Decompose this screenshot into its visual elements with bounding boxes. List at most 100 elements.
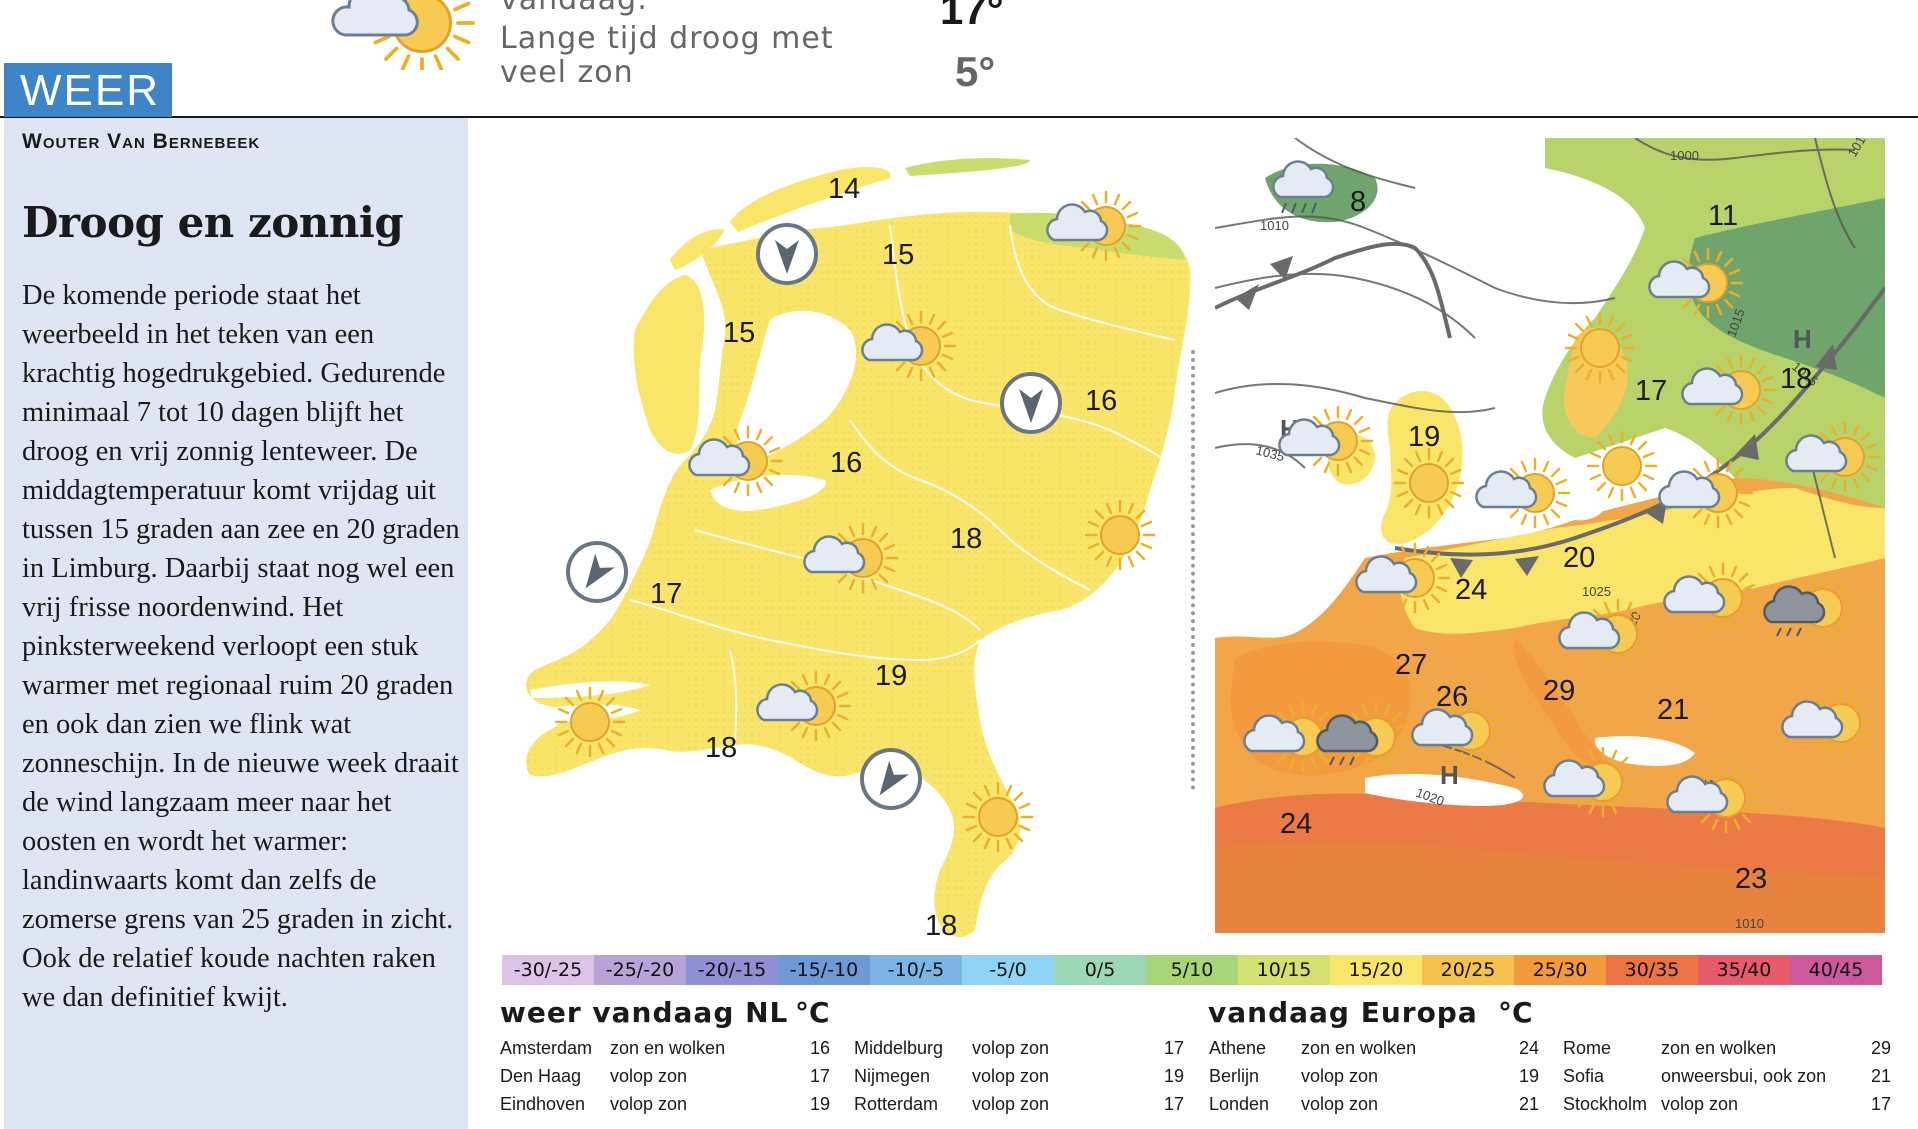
- article-headline: Droog en zonnig: [22, 198, 404, 247]
- header-rule: [0, 116, 1918, 118]
- temp-label: 11: [1708, 200, 1738, 232]
- weather-condition: zon en wolken: [1661, 1038, 1777, 1058]
- city-name: Nijmegen: [854, 1066, 931, 1086]
- isobar-label: 1010: [1735, 916, 1764, 931]
- temp-label: 16: [1085, 385, 1117, 417]
- weather-condition: volop zon: [610, 1066, 688, 1086]
- forecast-description: Lange tijd droog met veel zon: [500, 21, 834, 90]
- table-row: Stockholm volop zon 17: [1563, 1092, 1891, 1120]
- temp-label: 26: [1436, 681, 1468, 713]
- sun-icon: [1393, 447, 1465, 519]
- min-temperature: 5°: [955, 48, 996, 95]
- eu-table-unit: °C: [1498, 996, 1533, 1029]
- table-row: Rome zon en wolken 29: [1563, 1036, 1891, 1064]
- temp-label: 24: [1455, 574, 1487, 606]
- table-row: Athene zon en wolken 24: [1209, 1036, 1539, 1064]
- legend-item: -5/0: [962, 955, 1054, 985]
- weather-condition: onweersbui, ook zon: [1661, 1066, 1827, 1086]
- europe-weather-map: 1000 1010 1010 1035 1015 1015 1025 1020 …: [1215, 138, 1885, 933]
- wind-arrow-icon: [1000, 372, 1062, 434]
- city-temperature: 21: [1870, 1066, 1891, 1086]
- city-name: Amsterdam: [500, 1038, 593, 1058]
- city-name: Rotterdam: [854, 1094, 939, 1114]
- city-temperature: 24: [1518, 1038, 1539, 1058]
- city-temperature: 19: [1163, 1066, 1184, 1086]
- city-name: Den Haag: [500, 1066, 582, 1086]
- city-name: Athene: [1209, 1038, 1267, 1058]
- pressure-letter: H: [1793, 324, 1812, 354]
- article-body: De komende periode staat het weerbeeld i…: [22, 280, 460, 1013]
- table-row: Nijmegen volop zon 19: [854, 1064, 1184, 1092]
- city-name: Londen: [1209, 1094, 1270, 1114]
- wind-arrow-icon: [756, 223, 818, 285]
- city-temperature: 21: [1518, 1094, 1539, 1114]
- legend-item: -15/-10: [778, 955, 870, 985]
- city-temperature: 19: [1518, 1066, 1539, 1086]
- nl-table-left: Amsterdam zon en wolken 16 Den Haag volop zo…: [500, 1036, 830, 1120]
- eu-table-title: vandaag Europa: [1208, 996, 1478, 1029]
- table-row: Eindhoven volop zon 19: [500, 1092, 830, 1120]
- nl-table-title: weer vandaag NL: [500, 996, 789, 1029]
- weather-condition: volop zon: [1661, 1094, 1739, 1114]
- legend-item: 40/45: [1790, 955, 1882, 985]
- table-row: Londen volop zon 21: [1209, 1092, 1539, 1120]
- temp-label: 16: [830, 447, 862, 479]
- isobar-label: 1035: [1254, 442, 1286, 464]
- legend-item: 10/15: [1238, 955, 1330, 985]
- legend-item: 35/40: [1698, 955, 1790, 985]
- temp-label: 20: [1563, 542, 1595, 574]
- section-tag: WEER: [4, 63, 172, 117]
- city-temperature: 29: [1870, 1038, 1891, 1058]
- temp-label: 18: [1780, 363, 1812, 395]
- sun-icon: [962, 781, 1034, 853]
- weather-condition: volop zon: [1301, 1094, 1379, 1114]
- temp-label: 18: [705, 732, 737, 764]
- legend-item: 20/25: [1422, 955, 1514, 985]
- legend-item: 5/10: [1146, 955, 1238, 985]
- sun-icon: [1084, 499, 1156, 571]
- weather-condition: volop zon: [972, 1038, 1050, 1058]
- city-temperature: 19: [809, 1094, 830, 1114]
- table-row: Middelburg volop zon 17: [854, 1036, 1184, 1064]
- table-row: Amsterdam zon en wolken 16: [500, 1036, 830, 1064]
- legend-item: -10/-5: [870, 955, 962, 985]
- temperature-legend: -30/-25 -25/-20 -20/-15 -15/-10 -10/-5 -5/0 0/…: [502, 955, 1882, 985]
- max-temperature: 17°: [940, 0, 1004, 33]
- legend-item: -30/-25: [502, 955, 594, 985]
- city-name: Rome: [1563, 1038, 1612, 1058]
- temp-label: 21: [1657, 694, 1689, 726]
- temp-label: 19: [1408, 421, 1440, 453]
- isobar-label: 1025: [1582, 584, 1611, 599]
- author-byline: Wouter Van Bernebeek: [22, 130, 261, 153]
- legend-item: 15/20: [1330, 955, 1422, 985]
- temp-label: 17: [1635, 375, 1667, 407]
- weather-condition: volop zon: [1301, 1066, 1379, 1086]
- temp-label: 18: [925, 910, 957, 942]
- city-name: Middelburg: [854, 1038, 944, 1058]
- top-forecast-strip: vandaag: Lange tijd droog met veel zon 1…: [0, 0, 1918, 118]
- weather-condition: zon en wolken: [1301, 1038, 1417, 1058]
- sun-icon: [554, 686, 626, 758]
- city-temperature: 17: [809, 1066, 830, 1086]
- city-name: Berlijn: [1209, 1066, 1260, 1086]
- table-row: Berlijn volop zon 19: [1209, 1064, 1539, 1092]
- weather-condition: volop zon: [972, 1094, 1050, 1114]
- isobar-label: 1000: [1670, 148, 1699, 163]
- city-temperature: 17: [1870, 1094, 1891, 1114]
- temp-label: 19: [875, 660, 907, 692]
- temp-label: 24: [1280, 808, 1312, 840]
- eu-table-right: Rome zon en wolken 29 Sofia onweersbui, ook …: [1563, 1036, 1891, 1120]
- eu-table-left: Athene zon en wolken 24 Berlijn volop zon 19 L…: [1209, 1036, 1539, 1120]
- legend-item: -20/-15: [686, 955, 778, 985]
- temp-label: 23: [1735, 863, 1767, 895]
- forecast-title: vandaag:: [500, 0, 648, 17]
- map-divider: [1191, 350, 1195, 790]
- temp-label: 15: [723, 317, 755, 349]
- nl-table-right: Middelburg volop zon 17 Nijmegen volop zon 19…: [854, 1036, 1184, 1120]
- legend-item: -25/-20: [594, 955, 686, 985]
- article-sidebar: Wouter Van Bernebeek Droog en zonnig De …: [4, 118, 468, 1129]
- weather-condition: zon en wolken: [610, 1038, 726, 1058]
- weather-condition: volop zon: [972, 1066, 1050, 1086]
- table-row: Rotterdam volop zon 17: [854, 1092, 1184, 1120]
- table-row: Den Haag volop zon 17: [500, 1064, 830, 1092]
